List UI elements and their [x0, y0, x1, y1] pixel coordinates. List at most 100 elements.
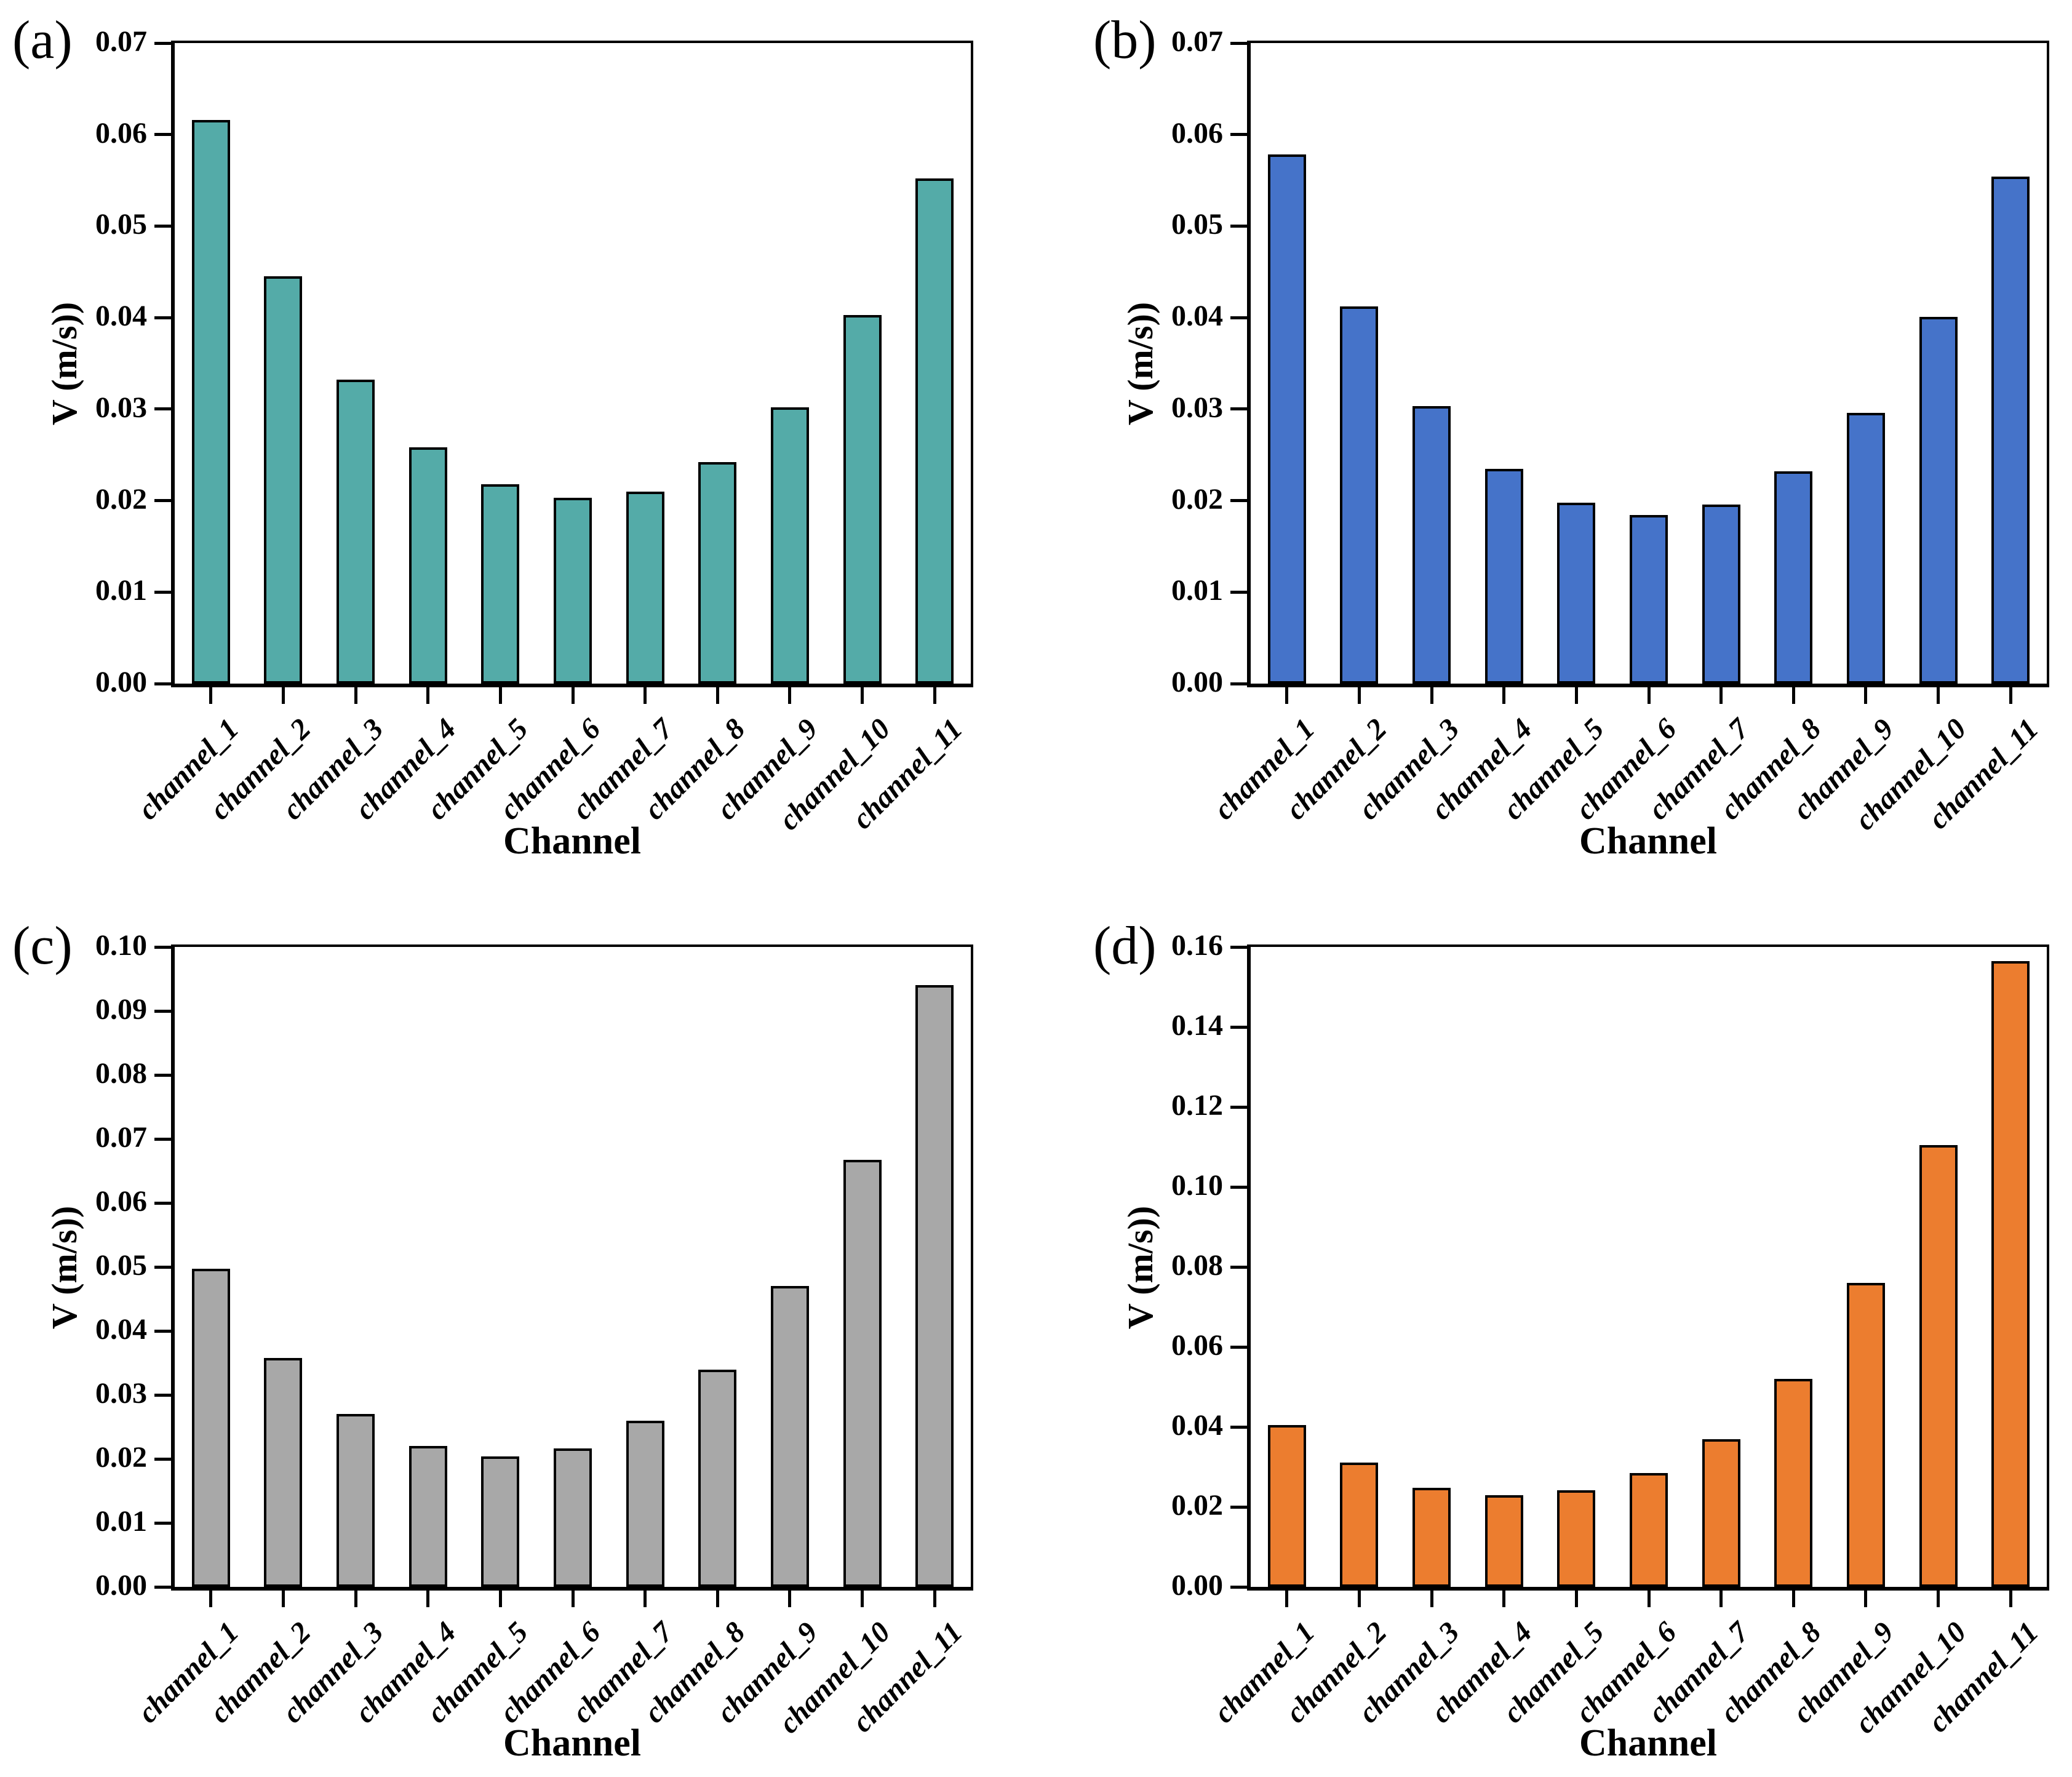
y-tick-label: 0.09: [95, 993, 147, 1026]
x-axis-tick: [1647, 687, 1651, 704]
x-axis-tick: [933, 687, 936, 704]
y-tick-label: 0.03: [95, 1377, 147, 1410]
bar-channel_7: [1702, 505, 1740, 684]
plot-area: [171, 41, 973, 687]
y-tick-label: 0.08: [95, 1057, 147, 1090]
y-axis-tick: [1230, 1425, 1247, 1429]
y-axis-tick: [154, 316, 171, 319]
y-axis-tick: [1230, 41, 1247, 45]
y-axis-tick: [154, 133, 171, 137]
y-tick-label: 0.05: [95, 208, 147, 241]
y-axis-tick: [1230, 133, 1247, 137]
bar-channel_8: [698, 462, 737, 684]
x-axis-tick: [281, 1591, 285, 1607]
x-axis-tick: [788, 687, 792, 704]
y-axis-tick: [154, 41, 171, 45]
x-axis-tick: [788, 1591, 792, 1607]
x-axis-tick: [1285, 687, 1289, 704]
panel-c: (c) V (m/s)) Channel 0.00 0.01 0.02 0.03 0.0…: [0, 888, 1036, 1777]
bar-channel_3: [1413, 406, 1451, 684]
y-axis-tick: [1230, 224, 1247, 228]
y-tick-label: 0.00: [95, 1569, 147, 1602]
x-axis-title: Channel: [503, 820, 641, 862]
x-axis-tick: [644, 1591, 647, 1607]
y-axis-tick: [1230, 590, 1247, 594]
y-tick-label: 0.04: [1171, 1409, 1223, 1442]
bar-channel_10: [843, 1160, 882, 1587]
plot-area: [1247, 41, 2049, 687]
y-tick-label: 0.06: [95, 1185, 147, 1218]
x-axis-tick: [281, 687, 285, 704]
y-tick-label: 0.04: [95, 300, 147, 333]
bar-channel_1: [191, 1269, 230, 1587]
x-axis-tick: [1864, 687, 1868, 704]
y-axis-tick: [1230, 1185, 1247, 1189]
y-axis-tick: [1230, 1345, 1247, 1349]
y-axis-tick: [154, 1265, 171, 1269]
y-tick-label: 0.03: [95, 391, 147, 424]
y-tick-label: 0.02: [95, 1441, 147, 1474]
bar-channel_3: [337, 380, 375, 684]
y-tick-label: 0.08: [1171, 1249, 1223, 1282]
x-axis-tick: [571, 687, 575, 704]
y-axis-tick: [154, 945, 171, 949]
x-axis-tick: [1719, 687, 1723, 704]
y-tick-label: 0.14: [1171, 1009, 1223, 1042]
y-axis-tick: [154, 499, 171, 503]
y-axis-tick: [1230, 1265, 1247, 1269]
y-tick-label: 0.07: [95, 25, 147, 58]
y-axis-tick: [154, 1457, 171, 1461]
y-axis-tick: [154, 407, 171, 411]
bar-channel_9: [1846, 413, 1885, 684]
bar-channel_8: [698, 1370, 737, 1587]
y-tick-label: 0.16: [1171, 929, 1223, 962]
panel-letter: (b): [1093, 10, 1157, 70]
x-axis-tick: [498, 687, 502, 704]
x-axis-tick: [1791, 687, 1795, 704]
bar-channel_5: [481, 484, 520, 684]
y-tick-label: 0.02: [1171, 1489, 1223, 1522]
panel-letter: (d): [1093, 916, 1157, 976]
panel-letter: (a): [12, 10, 73, 70]
y-tick-label: 0.10: [95, 929, 147, 962]
bar-channel_10: [1919, 1145, 1958, 1587]
y-axis-tick: [1230, 1025, 1247, 1029]
bar-channel_7: [626, 492, 664, 684]
plot-area: [1247, 944, 2049, 1591]
x-axis-tick: [933, 1591, 936, 1607]
y-axis-tick: [154, 224, 171, 228]
panel-b: (b) V (m/s)) Channel 0.00 0.01 0.02 0.03 0.0…: [1036, 0, 2072, 888]
y-axis-tick: [154, 1585, 171, 1589]
plot-area: [171, 944, 973, 1591]
bar-channel_5: [481, 1456, 520, 1587]
x-axis-tick: [1357, 1591, 1361, 1607]
y-tick-label: 0.06: [1171, 116, 1223, 150]
x-axis-tick: [715, 1591, 719, 1607]
x-axis-tick: [1574, 687, 1578, 704]
x-axis-title: Channel: [503, 1722, 641, 1764]
bar-channel_9: [770, 1286, 809, 1587]
x-axis-tick: [1502, 687, 1506, 704]
y-tick-label: 0.05: [1171, 208, 1223, 241]
bar-channel_4: [408, 1446, 447, 1587]
bar-channel_6: [1630, 1473, 1668, 1587]
x-axis-tick: [861, 1591, 864, 1607]
y-axis-tick: [154, 1521, 171, 1525]
y-tick-label: 0.12: [1171, 1089, 1223, 1122]
x-axis-tick: [1647, 1591, 1651, 1607]
y-axis-tick: [1230, 1585, 1247, 1589]
x-axis-tick: [1285, 1591, 1289, 1607]
y-tick-label: 0.07: [1171, 25, 1223, 58]
x-axis-tick: [2009, 1591, 2012, 1607]
x-axis-tick: [571, 1591, 575, 1607]
y-axis-tick: [154, 1201, 171, 1205]
bar-channel_1: [1267, 154, 1306, 684]
x-axis-tick: [354, 1591, 357, 1607]
bar-channel_11: [915, 178, 954, 684]
y-axis-tick: [154, 1137, 171, 1141]
bar-channel_1: [1267, 1425, 1306, 1587]
panel-letter: (c): [12, 916, 73, 976]
bar-channel_11: [1991, 961, 2030, 1587]
panel-d: (d) V (m/s)) Channel 0.00 0.02 0.04 0.06 0.0…: [1036, 888, 2072, 1777]
bar-channel_4: [1484, 1495, 1523, 1587]
